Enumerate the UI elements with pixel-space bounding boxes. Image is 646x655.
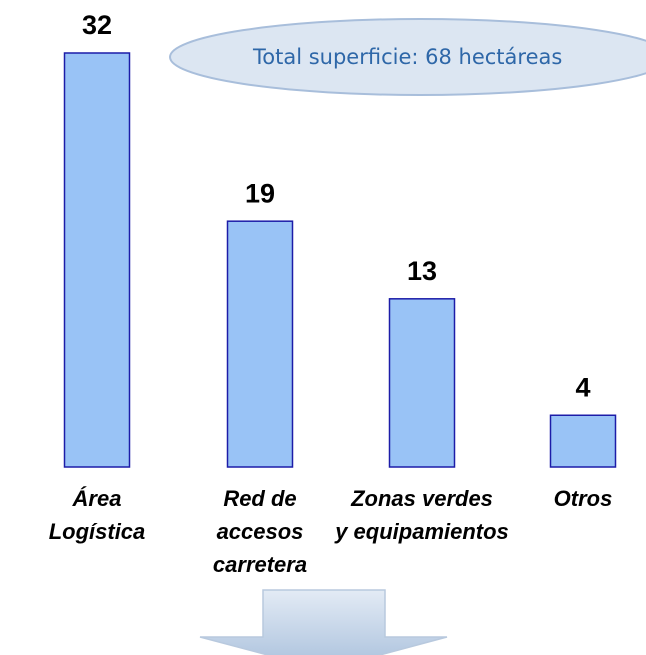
- bar: [549, 414, 617, 468]
- x-tick-label: Zonas verdes y equipamientos: [334, 486, 509, 544]
- data-label: 19: [245, 178, 275, 208]
- x-tick-label: Otros: [554, 486, 613, 511]
- x-tick-label: Red de accesos carretera: [213, 486, 307, 577]
- bar: [388, 298, 456, 468]
- annotation-bubble: [169, 18, 646, 96]
- annotation: Total superficie: 68 hectáreas: [252, 45, 562, 69]
- down-arrow: [199, 589, 448, 655]
- bar: [226, 220, 294, 468]
- bar: [63, 52, 131, 468]
- x-tick-label: Área Logística: [49, 486, 146, 544]
- data-label: 13: [407, 256, 437, 286]
- data-label: 32: [82, 10, 112, 40]
- data-label: 4: [575, 372, 590, 402]
